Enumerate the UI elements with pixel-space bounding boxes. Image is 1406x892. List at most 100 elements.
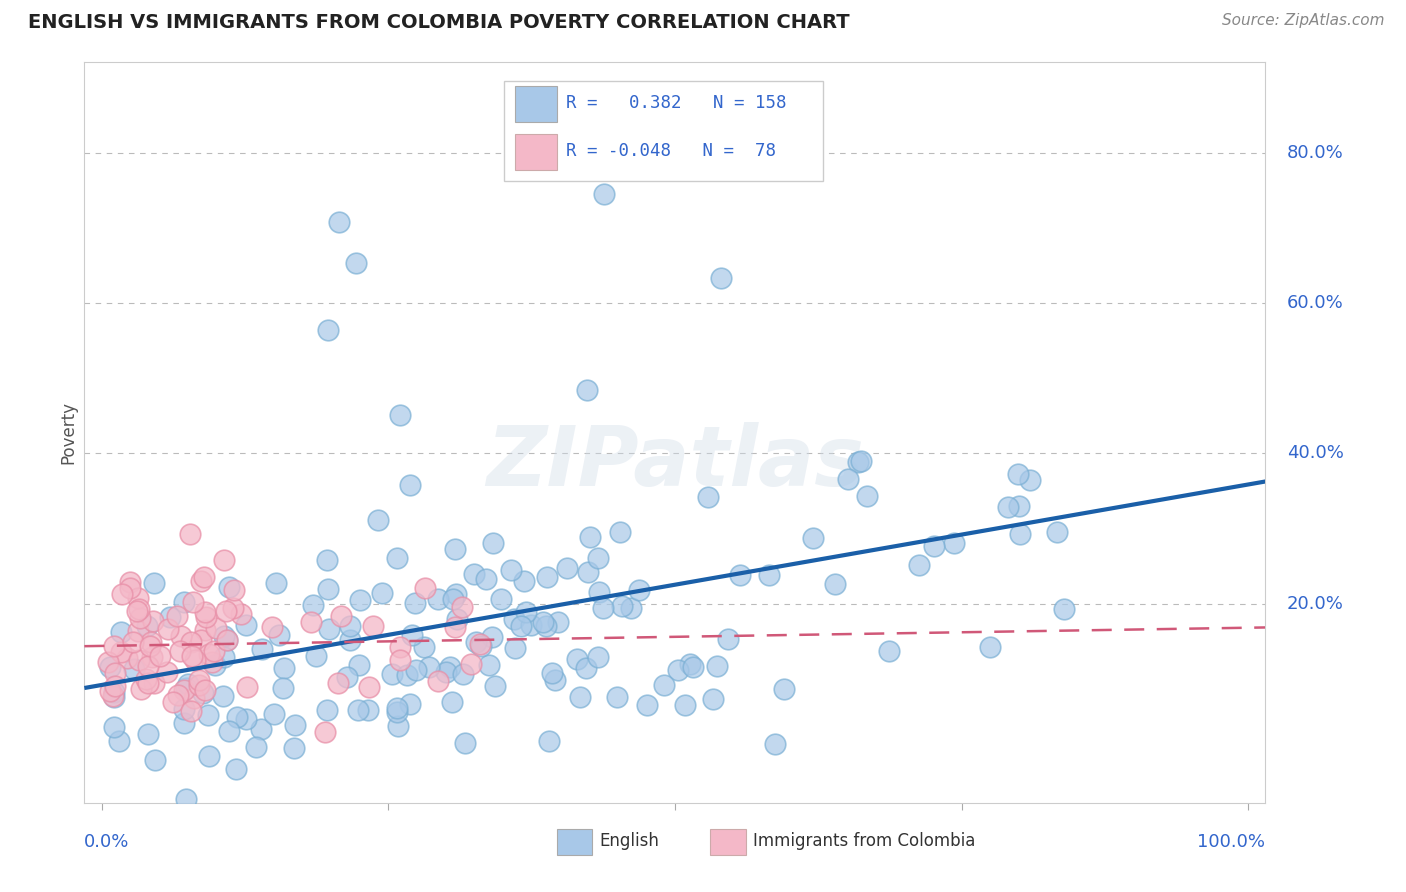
Point	[426, 674, 449, 689]
Point	[184, 653, 207, 667]
Point	[128, 601, 150, 615]
Point	[356, 703, 378, 717]
Text: ENGLISH VS IMMIGRANTS FROM COLOMBIA POVERTY CORRELATION CHART: ENGLISH VS IMMIGRANTS FROM COLOMBIA POVE…	[28, 13, 849, 32]
Point	[702, 692, 724, 706]
Point	[846, 455, 869, 469]
Point	[418, 660, 440, 674]
Point	[537, 733, 560, 747]
Point	[104, 679, 127, 693]
Point	[190, 574, 212, 589]
Point	[717, 632, 740, 646]
Point	[173, 595, 195, 609]
Point	[636, 698, 658, 713]
Point	[593, 186, 616, 201]
Point	[706, 658, 728, 673]
Point	[609, 524, 631, 539]
Text: 80.0%: 80.0%	[1286, 144, 1343, 161]
Point	[569, 690, 592, 704]
FancyBboxPatch shape	[503, 81, 823, 181]
Point	[673, 698, 696, 712]
Point	[205, 621, 228, 635]
Point	[588, 649, 610, 664]
Point	[136, 676, 159, 690]
Point	[215, 632, 238, 647]
Point	[142, 676, 165, 690]
Text: English: English	[599, 832, 659, 850]
Point	[586, 551, 609, 566]
Point	[194, 623, 217, 637]
Point	[271, 681, 294, 695]
Point	[654, 677, 676, 691]
Point	[405, 664, 427, 678]
Point	[326, 675, 349, 690]
Point	[579, 530, 602, 544]
Point	[801, 531, 824, 545]
Point	[122, 662, 145, 676]
Point	[273, 660, 295, 674]
Point	[710, 270, 733, 285]
Point	[299, 615, 322, 629]
Point	[222, 601, 245, 615]
Point	[398, 697, 420, 711]
Point	[544, 673, 567, 687]
Point	[387, 719, 409, 733]
Point	[98, 684, 121, 698]
Point	[849, 454, 872, 468]
Point	[388, 653, 411, 667]
Point	[267, 628, 290, 642]
Point	[188, 678, 211, 692]
Point	[266, 575, 288, 590]
Point	[204, 658, 226, 673]
Point	[173, 682, 195, 697]
Point	[482, 536, 505, 550]
Text: ZIPatlas: ZIPatlas	[486, 422, 863, 503]
Point	[474, 572, 496, 586]
Point	[1018, 473, 1040, 487]
Text: 60.0%: 60.0%	[1286, 294, 1343, 312]
Point	[510, 619, 533, 633]
Point	[103, 689, 125, 703]
Point	[1008, 527, 1031, 541]
Point	[470, 640, 492, 654]
Point	[541, 665, 564, 680]
Point	[404, 596, 426, 610]
Point	[176, 681, 198, 695]
Point	[212, 553, 235, 567]
Point	[399, 478, 422, 492]
Point	[748, 161, 770, 176]
Point	[730, 567, 752, 582]
Point	[907, 558, 929, 572]
Point	[478, 657, 501, 672]
Point	[444, 587, 467, 601]
Point	[697, 490, 720, 504]
Point	[336, 670, 359, 684]
Point	[451, 600, 474, 615]
Point	[316, 582, 339, 596]
Point	[666, 663, 689, 677]
Point	[170, 629, 193, 643]
Point	[128, 611, 150, 625]
FancyBboxPatch shape	[516, 87, 557, 121]
Point	[149, 648, 172, 663]
Point	[143, 753, 166, 767]
Point	[110, 624, 132, 639]
Point	[426, 592, 449, 607]
Point	[679, 657, 702, 672]
Point	[922, 539, 945, 553]
Point	[104, 665, 127, 680]
Point	[503, 612, 526, 626]
FancyBboxPatch shape	[516, 135, 557, 169]
Point	[385, 705, 408, 719]
Point	[682, 660, 704, 674]
Point	[226, 710, 249, 724]
Text: R =   0.382   N = 158: R = 0.382 N = 158	[567, 95, 787, 112]
Point	[142, 614, 165, 628]
Point	[536, 570, 558, 584]
Point	[263, 706, 285, 721]
Point	[218, 580, 240, 594]
Point	[997, 500, 1019, 514]
Point	[877, 644, 900, 658]
Text: R = -0.048   N =  78: R = -0.048 N = 78	[567, 143, 776, 161]
Point	[156, 665, 179, 679]
Point	[218, 723, 240, 738]
